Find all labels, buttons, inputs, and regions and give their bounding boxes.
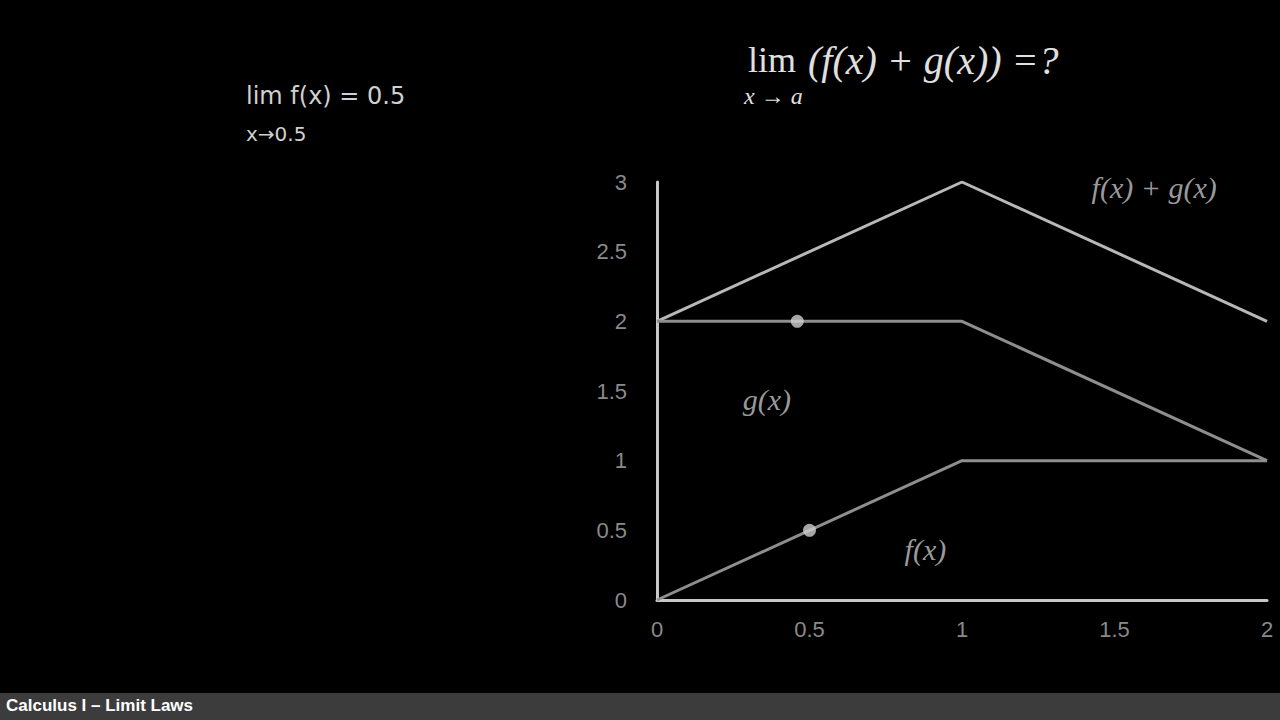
svg-text:1.5: 1.5 (596, 379, 627, 404)
svg-text:0.5: 0.5 (794, 617, 825, 642)
svg-text:(f(x) + g(x)) =?: (f(x) + g(x)) =? (808, 38, 1059, 83)
svg-text:lim: lim (748, 40, 796, 80)
svg-text:2: 2 (615, 309, 627, 334)
svg-text:1.5: 1.5 (1099, 617, 1130, 642)
svg-text:Calculus I – Limit Laws: Calculus I – Limit Laws (6, 696, 193, 715)
svg-text:lim f(x) = 0.5: lim f(x) = 0.5 (246, 82, 405, 110)
svg-text:0: 0 (615, 588, 627, 613)
svg-text:1: 1 (956, 617, 968, 642)
svg-text:0.5: 0.5 (596, 518, 627, 543)
svg-text:1: 1 (615, 448, 627, 473)
svg-text:x → a: x → a (743, 83, 803, 109)
svg-text:2.5: 2.5 (596, 239, 627, 264)
svg-text:f(x): f(x) (905, 533, 947, 567)
svg-text:x→0.5: x→0.5 (246, 122, 306, 146)
svg-text:3: 3 (615, 170, 627, 195)
svg-text:f(x) + g(x): f(x) + g(x) (1092, 171, 1217, 205)
svg-text:2: 2 (1261, 617, 1273, 642)
svg-text:g(x): g(x) (743, 383, 791, 417)
svg-text:0: 0 (651, 617, 663, 642)
